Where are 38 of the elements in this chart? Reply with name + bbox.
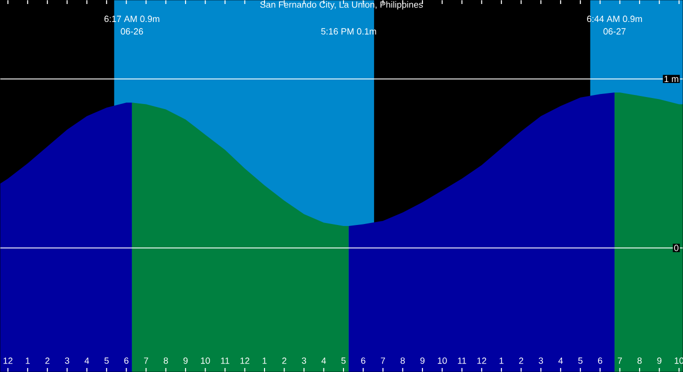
x-tick-label: 9: [183, 357, 188, 364]
x-tick-label: 2: [519, 358, 524, 364]
annotation: 06-26: [120, 28, 143, 35]
x-tick-label: 8: [164, 357, 168, 364]
x-tick-label: 11: [458, 358, 466, 364]
x-tick-label: 8: [637, 357, 642, 364]
x-tick-label: 4: [84, 358, 90, 364]
x-tick-label: 7: [144, 358, 148, 364]
y-tick-label: 0: [674, 244, 678, 252]
x-tick-label: 5: [578, 358, 582, 364]
x-tick-label: 10: [438, 357, 447, 364]
x-tick-label: 4: [321, 358, 326, 364]
x-tick-label: 6: [361, 357, 366, 364]
x-tick-label: 12: [4, 358, 12, 364]
x-tick-label: 9: [657, 357, 662, 364]
x-tick-label: 3: [302, 357, 306, 364]
x-tick-label: 2: [45, 358, 50, 364]
x-tick-label: 3: [64, 357, 70, 364]
x-tick-label: 3: [538, 357, 543, 364]
x-tick-label: 7: [618, 358, 622, 364]
y-tick-label: 1 m: [664, 76, 678, 82]
x-tick-label: 2: [282, 358, 286, 364]
annotation: 06-27: [603, 28, 626, 35]
x-tick-label: 10: [201, 357, 210, 364]
x-tick-label: 9: [420, 357, 425, 364]
x-tick-label: 12: [240, 358, 250, 364]
x-tick-label: 1: [262, 358, 267, 364]
x-tick-label: 5: [341, 358, 346, 364]
x-tick-label: 1: [500, 358, 504, 364]
x-tick-label: 8: [400, 357, 405, 364]
x-tick-label: 5: [104, 358, 109, 364]
x-tick-label: 7: [380, 358, 385, 364]
x-tick-label: 11: [221, 358, 230, 364]
x-tick-label: 1: [26, 358, 30, 364]
x-tick-label: 4: [558, 358, 563, 364]
x-tick-label: 12: [477, 358, 486, 364]
x-tick-label: 6: [598, 357, 602, 364]
x-tick-label: 6: [124, 357, 128, 364]
